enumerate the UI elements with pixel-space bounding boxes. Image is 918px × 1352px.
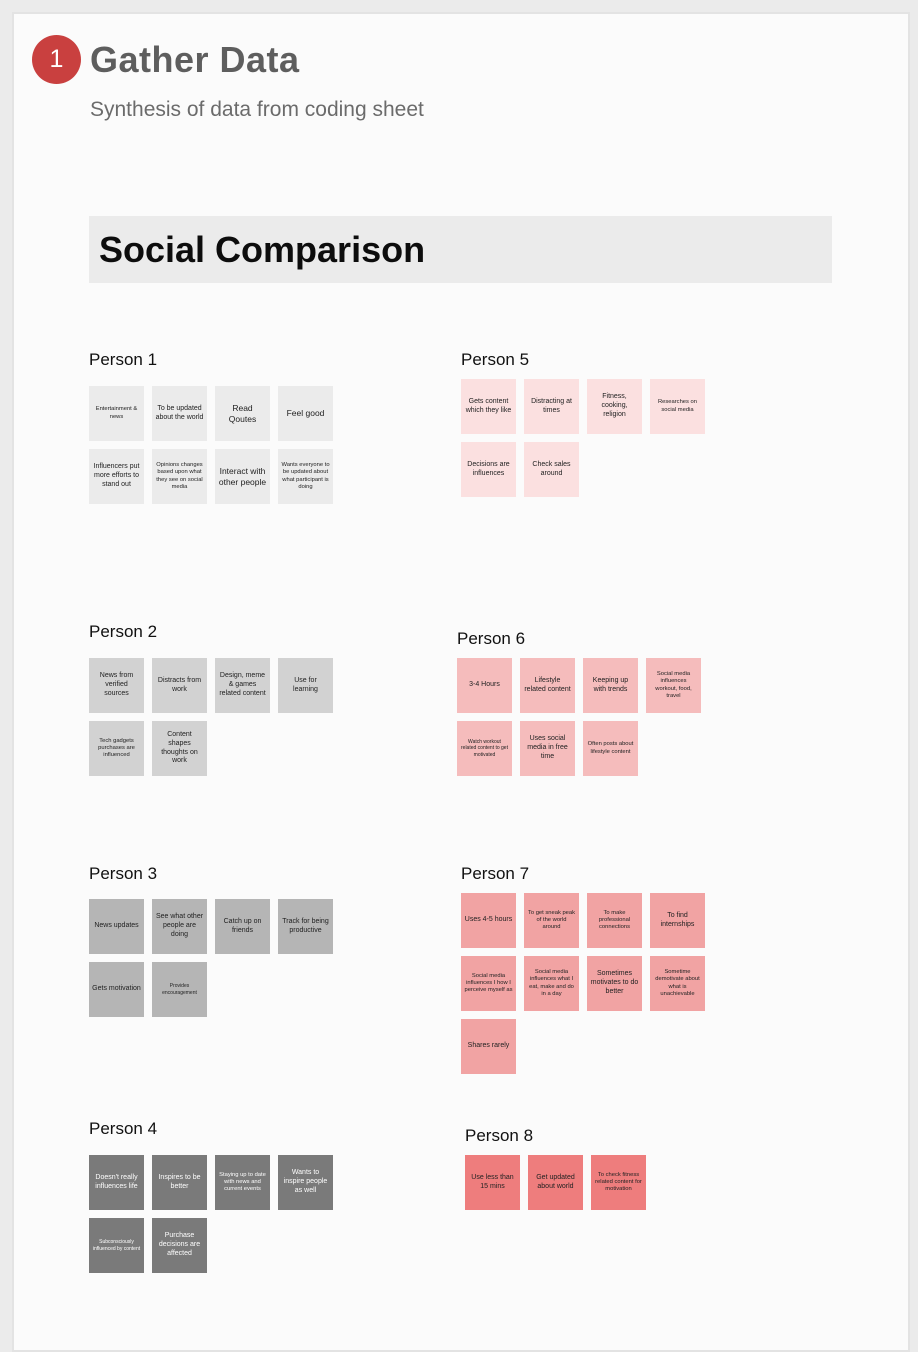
sticky-note[interactable]: See what other people are doing: [152, 899, 207, 954]
sticky-note[interactable]: Sometimes motivates to do better: [587, 956, 642, 1011]
page-subtitle: Synthesis of data from coding sheet: [90, 98, 424, 121]
sticky-note[interactable]: Distracting at times: [524, 379, 579, 434]
sticky-note[interactable]: Influencers put more efforts to stand ou…: [89, 449, 144, 504]
sticky-note[interactable]: To check fitness related content for mot…: [591, 1155, 646, 1210]
person-title: Person 1: [89, 350, 158, 369]
sticky-note[interactable]: Feel good: [278, 386, 333, 441]
person-title: Person 6: [457, 629, 526, 648]
person-title: Person 7: [461, 864, 530, 883]
sticky-note[interactable]: Provides encouragement: [152, 962, 207, 1017]
section-title: Social Comparison: [99, 229, 426, 270]
sticky-note[interactable]: Track for being productive: [278, 899, 333, 954]
person-title: Person 3: [89, 864, 158, 883]
sticky-note[interactable]: Subconsciously influenced by content: [89, 1218, 144, 1273]
sticky-note[interactable]: Social media influences workout, food, t…: [646, 658, 701, 713]
sticky-note[interactable]: Interact with other people: [215, 449, 270, 504]
sticky-note[interactable]: Fitness, cooking, religion: [587, 379, 642, 434]
sticky-note[interactable]: News from verified sources: [89, 658, 144, 713]
sticky-note[interactable]: Opinions changes based upon what they se…: [152, 449, 207, 504]
sticky-note[interactable]: Sometime demotivate about what is unachi…: [650, 956, 705, 1011]
sticky-note[interactable]: Watch workout related content to get mot…: [457, 721, 512, 776]
sticky-note[interactable]: Decisions are influences: [461, 442, 516, 497]
sticky-note[interactable]: To be updated about the world: [152, 386, 207, 441]
sticky-note[interactable]: To get sneak peak of the world around: [524, 893, 579, 948]
sticky-note[interactable]: To make professional connections: [587, 893, 642, 948]
sticky-note[interactable]: Distracts from work: [152, 658, 207, 713]
page-title: Gather Data: [90, 39, 300, 80]
sticky-note[interactable]: To find internships: [650, 893, 705, 948]
sticky-note[interactable]: Uses 4-5 hours: [461, 893, 516, 948]
person-title: Person 4: [89, 1119, 158, 1138]
sticky-note[interactable]: Uses social media in free time: [520, 721, 575, 776]
section-banner: Social Comparison: [89, 216, 832, 283]
sticky-note[interactable]: Wants everyone to be updated about what …: [278, 449, 333, 504]
sticky-note[interactable]: Wants to inspire people as well: [278, 1155, 333, 1210]
sticky-note[interactable]: Purchase decisions are affected: [152, 1218, 207, 1273]
sticky-note[interactable]: Inspires to be better: [152, 1155, 207, 1210]
sticky-note[interactable]: Design, meme & games related content: [215, 658, 270, 713]
sticky-note[interactable]: Gets motivation: [89, 962, 144, 1017]
person-title: Person 8: [465, 1126, 534, 1145]
person-title: Person 2: [89, 622, 158, 641]
sticky-note[interactable]: Lifestyle related content: [520, 658, 575, 713]
sticky-note[interactable]: Staying up to date with news and current…: [215, 1155, 270, 1210]
sticky-note[interactable]: Keeping up with trends: [583, 658, 638, 713]
sticky-note[interactable]: Content shapes thoughts on work: [152, 721, 207, 776]
sticky-note[interactable]: News updates: [89, 899, 144, 954]
sticky-note[interactable]: Shares rarely: [461, 1019, 516, 1074]
sticky-note[interactable]: Gets content which they like: [461, 379, 516, 434]
sticky-note[interactable]: Use for learning: [278, 658, 333, 713]
sticky-note[interactable]: Doesn't really influences life: [89, 1155, 144, 1210]
sticky-note[interactable]: Check sales around: [524, 442, 579, 497]
sticky-note[interactable]: Often posts about lifestyle content: [583, 721, 638, 776]
sticky-note[interactable]: Get updated about world: [528, 1155, 583, 1210]
sticky-note[interactable]: Catch up on friends: [215, 899, 270, 954]
step-badge: 1: [32, 35, 81, 84]
sticky-note[interactable]: Read Qoutes: [215, 386, 270, 441]
person-title: Person 5: [461, 350, 530, 369]
sticky-note[interactable]: Entertainment & news: [89, 386, 144, 441]
sticky-note[interactable]: Tech gadgets purchases are influenced: [89, 721, 144, 776]
sticky-note[interactable]: 3-4 Hours: [457, 658, 512, 713]
sticky-note[interactable]: Social media influences I how I perceive…: [461, 956, 516, 1011]
sticky-note[interactable]: Use less than 15 mins: [465, 1155, 520, 1210]
sticky-note[interactable]: Social media influences what I eat, make…: [524, 956, 579, 1011]
sticky-note[interactable]: Researches on social media: [650, 379, 705, 434]
